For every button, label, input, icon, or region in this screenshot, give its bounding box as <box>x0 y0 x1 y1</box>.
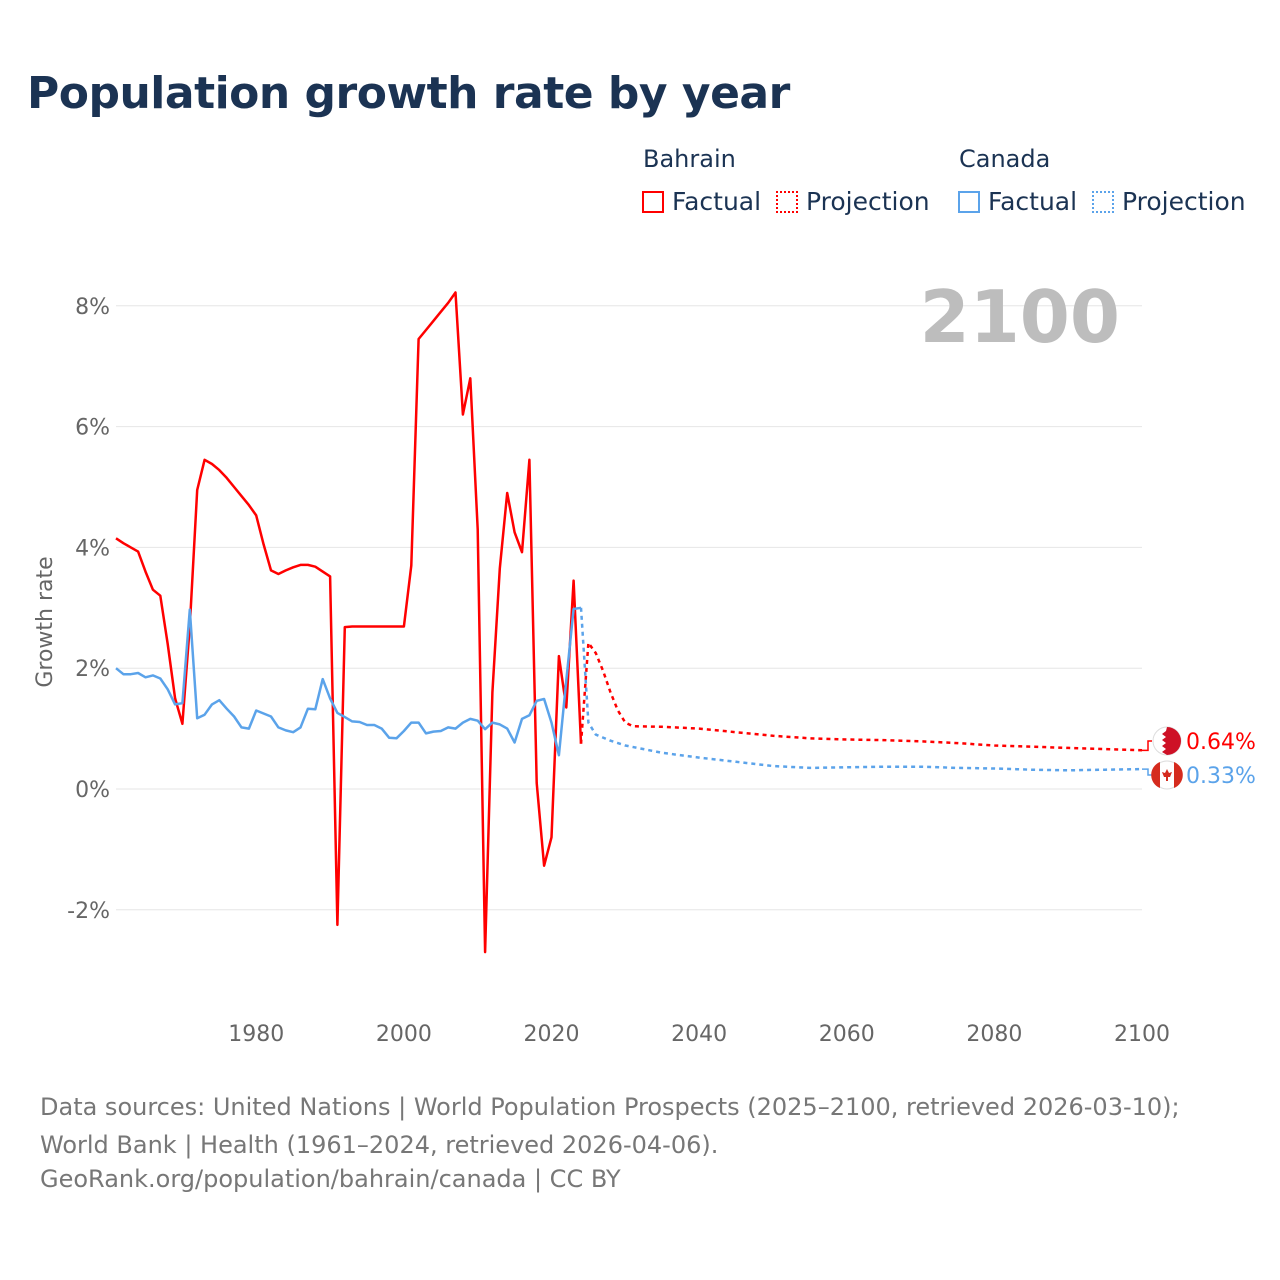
series-line-canada-factual <box>115 606 582 757</box>
y-tick-label: 0% <box>75 778 110 803</box>
y-axis-label: Growth rate <box>33 556 58 687</box>
legend-bahrain-projection[interactable]: Projection <box>776 187 930 216</box>
legend-label: Projection <box>806 187 930 216</box>
legend-label: Factual <box>672 187 762 216</box>
bahrain-flag-icon <box>1152 726 1182 756</box>
x-tick-label: 1980 <box>228 1022 284 1047</box>
x-tick-label: 2000 <box>376 1022 432 1047</box>
series-line-bahrain-projection <box>579 641 1143 752</box>
legend-swatch-solid <box>642 190 664 213</box>
x-tick-label: 2080 <box>966 1022 1022 1047</box>
y-tick-label: -2% <box>67 899 110 924</box>
legend-bahrain-factual[interactable]: Factual <box>642 187 761 216</box>
end-label-connector <box>1142 768 1152 776</box>
legend-canada-projection[interactable]: Projection <box>1092 187 1246 216</box>
end-value-label-canada: 0.33% <box>1186 764 1256 789</box>
legend-canada-factual[interactable]: Factual <box>958 187 1077 216</box>
y-tick-label: 6% <box>75 416 110 441</box>
legend-group-canada: Canada <box>959 145 1051 173</box>
year-label: 2100 <box>920 275 1120 359</box>
end-label-connector <box>1142 740 1152 752</box>
y-tick-label: 2% <box>75 657 110 682</box>
series-line-canada-projection <box>579 607 1143 772</box>
x-tick-label: 2060 <box>819 1022 875 1047</box>
legend-swatch-solid <box>958 190 980 213</box>
canada-flag-icon <box>1151 760 1183 790</box>
legend-label: Projection <box>1122 187 1246 216</box>
series-line-bahrain-factual <box>115 291 583 954</box>
x-tick-label: 2040 <box>671 1022 727 1047</box>
x-tick-label: 2020 <box>523 1022 579 1047</box>
legend-label: Factual <box>988 187 1078 216</box>
legend-swatch-dotted <box>1092 190 1114 213</box>
page-title: Population growth rate by year <box>27 68 790 119</box>
x-tick-label: 2100 <box>1114 1022 1170 1047</box>
end-value-label-bahrain: 0.64% <box>1186 730 1256 755</box>
plot-area: -2% 0% 2% 4% 6% 8% 1980 2000 2020 2040 2060 2080 210… <box>33 275 1256 1047</box>
data-sources: Data sources: United Nations | World Pop… <box>40 1093 1180 1159</box>
y-tick-label: 4% <box>75 536 110 561</box>
legend-swatch-dotted <box>776 190 798 213</box>
attribution-link[interactable]: GeoRank.org/population/bahrain/canada | … <box>40 1165 621 1193</box>
y-tick-label: 8% <box>75 295 110 320</box>
legend-group-bahrain: Bahrain <box>643 145 736 173</box>
